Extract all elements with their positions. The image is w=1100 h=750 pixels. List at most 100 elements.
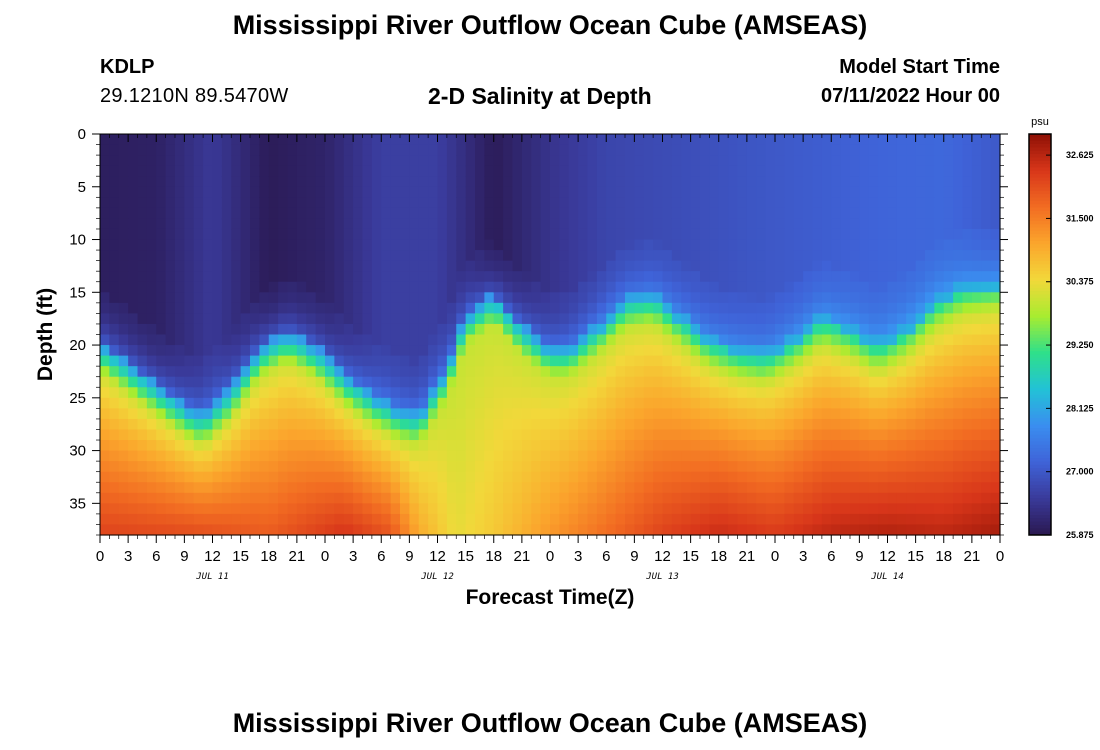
heatmap-cell [165, 440, 176, 452]
heatmap-cell [278, 302, 289, 314]
heatmap-cell [737, 260, 748, 272]
heatmap-cell [146, 313, 157, 325]
heatmap-cell [587, 471, 598, 483]
heatmap-cell [971, 482, 982, 494]
heatmap-cell [287, 513, 298, 526]
heatmap-cell [578, 334, 589, 346]
heatmap-cell [990, 165, 1001, 177]
heatmap-cell [803, 218, 814, 230]
heatmap-cell [559, 429, 570, 441]
heatmap-cell [400, 176, 410, 188]
colorbar-segment [1029, 167, 1051, 172]
heatmap-cell [428, 260, 439, 272]
heatmap-cell [709, 366, 720, 378]
heatmap-cell [521, 429, 532, 441]
heatmap-cell [934, 281, 945, 293]
heatmap-cell [296, 503, 307, 515]
heatmap-cell [221, 144, 232, 156]
heatmap-cell [906, 408, 917, 420]
heatmap-cell [878, 492, 889, 504]
x-day-label: JUL 11 [195, 572, 229, 582]
heatmap-cell [343, 366, 354, 378]
heatmap-cell [718, 228, 729, 241]
heatmap-cell [343, 134, 354, 146]
heatmap-cell [100, 429, 110, 441]
heatmap-cell [465, 524, 476, 536]
heatmap-cell [362, 334, 373, 346]
heatmap-cell [634, 429, 645, 441]
heatmap-cell [812, 186, 823, 198]
heatmap-cell [831, 302, 842, 314]
heatmap-cell [850, 503, 860, 515]
heatmap-cell [606, 482, 617, 494]
heatmap-cell [371, 492, 382, 504]
heatmap-cell [671, 471, 682, 483]
heatmap-cell [221, 376, 232, 388]
heatmap-cell [690, 461, 701, 473]
heatmap-cell [775, 250, 785, 262]
heatmap-cell [278, 271, 289, 283]
heatmap-cell [409, 418, 420, 431]
heatmap-cell [456, 239, 467, 251]
x-tick-label: 3 [799, 548, 807, 565]
heatmap-cell [268, 292, 279, 304]
heatmap-cell [690, 228, 701, 241]
heatmap-cell [634, 186, 645, 198]
heatmap-cell [878, 228, 889, 241]
heatmap-cell [512, 197, 523, 209]
heatmap-cell [840, 250, 851, 262]
heatmap-cell [775, 482, 785, 494]
heatmap-cell [596, 355, 607, 367]
heatmap-cell [634, 165, 645, 177]
heatmap-cell [671, 387, 682, 399]
heatmap-cell [690, 355, 701, 367]
heatmap-cell [812, 345, 823, 357]
heatmap-cell [953, 218, 964, 230]
heatmap-cell [118, 450, 129, 462]
heatmap-cell [700, 165, 710, 177]
heatmap-cell [100, 408, 110, 420]
heatmap-cell [521, 302, 532, 314]
heatmap-cell [784, 323, 795, 336]
heatmap-cell [681, 176, 692, 188]
heatmap-cell [821, 366, 832, 378]
heatmap-cell [868, 186, 879, 198]
heatmap-cell [962, 345, 973, 357]
heatmap-cell [803, 134, 814, 146]
heatmap-cell [737, 302, 748, 314]
heatmap-cell [850, 461, 860, 473]
colorbar-segment [1029, 431, 1051, 436]
heatmap-cell [118, 155, 129, 167]
heatmap-cell [250, 471, 260, 483]
heatmap-cell [493, 323, 504, 336]
heatmap-cell [240, 207, 251, 220]
heatmap-cell [128, 355, 139, 367]
heatmap-cell [146, 228, 157, 241]
heatmap-cell [643, 482, 654, 494]
heatmap-cell [165, 418, 176, 431]
colorbar-segment [1029, 418, 1051, 422]
heatmap-cell [306, 176, 317, 188]
heatmap-cell [709, 176, 720, 188]
heatmap-cell [137, 271, 148, 283]
heatmap-cell [137, 334, 148, 346]
heatmap-cell [784, 176, 795, 188]
heatmap-cell [709, 471, 720, 483]
heatmap-cell [437, 334, 448, 346]
heatmap-cell [128, 461, 139, 473]
heatmap-cell [240, 271, 251, 283]
heatmap-cell [765, 313, 776, 325]
heatmap-cell [775, 355, 785, 367]
heatmap-cell [521, 260, 532, 272]
heatmap-cell [287, 471, 298, 483]
heatmap-cell [615, 366, 626, 378]
heatmap-cell [484, 313, 495, 325]
heatmap-cell [212, 176, 223, 188]
colorbar-segment [1029, 284, 1051, 289]
y-tick-label: 30 [69, 443, 86, 460]
heatmap-cell [943, 471, 954, 483]
heatmap-cell [437, 450, 448, 462]
heatmap-cell [221, 450, 232, 462]
heatmap-cell [334, 418, 345, 431]
heatmap-cell [409, 450, 420, 462]
